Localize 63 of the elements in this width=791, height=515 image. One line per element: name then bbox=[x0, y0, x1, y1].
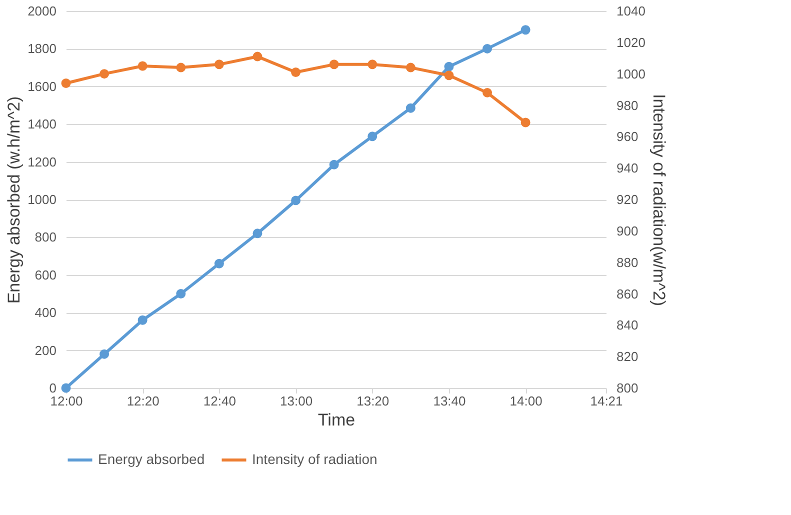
y-tick-label: 1800 bbox=[28, 41, 56, 56]
point bbox=[329, 60, 339, 70]
x-tick-label: 13:20 bbox=[356, 394, 390, 408]
point bbox=[61, 78, 71, 88]
y-tick-label: 1000 bbox=[28, 192, 56, 207]
point bbox=[214, 258, 224, 268]
point bbox=[444, 62, 454, 72]
legend-label: Intensity of radiation bbox=[252, 451, 378, 467]
y2-tick-label: 900 bbox=[616, 223, 638, 238]
point bbox=[368, 132, 378, 142]
point bbox=[214, 60, 224, 70]
y-tick-label: 2000 bbox=[28, 4, 56, 18]
y2-tick-label: 800 bbox=[616, 380, 638, 396]
x-tick-label: 13:00 bbox=[280, 394, 313, 408]
y2-tick-label: 820 bbox=[616, 349, 638, 364]
y2-tick-label: 1020 bbox=[616, 34, 646, 50]
point bbox=[444, 70, 454, 80]
point bbox=[329, 160, 339, 170]
point bbox=[291, 68, 301, 77]
y-tick-label: 600 bbox=[34, 267, 56, 282]
x-tick-label: 14:21 bbox=[590, 394, 623, 408]
point bbox=[176, 289, 186, 298]
point bbox=[61, 383, 71, 393]
y-axis-title: Energy absorbed (w.h/m^2) bbox=[4, 96, 24, 304]
point bbox=[406, 62, 416, 72]
y2-tick-label: 980 bbox=[616, 98, 638, 113]
point bbox=[100, 349, 110, 359]
point bbox=[138, 61, 148, 71]
y-tick-label: 1200 bbox=[28, 154, 56, 170]
x-tick-label: 14:00 bbox=[510, 394, 542, 408]
y2-tick-label: 1000 bbox=[616, 66, 646, 82]
point bbox=[176, 62, 186, 72]
point bbox=[520, 25, 530, 35]
y2-tick-label: 880 bbox=[616, 254, 638, 270]
y2-tick-label: 840 bbox=[616, 318, 638, 333]
point bbox=[520, 118, 530, 128]
y2-axis-title: Intensity of radiation(w/m^2) bbox=[649, 94, 668, 306]
point bbox=[100, 69, 110, 79]
y2-tick-label: 1040 bbox=[616, 4, 646, 18]
point bbox=[252, 228, 262, 238]
y2-tick-label: 960 bbox=[616, 129, 638, 144]
x-tick-label: 12:20 bbox=[126, 394, 160, 408]
point bbox=[482, 88, 492, 98]
x-tick-label: 13:40 bbox=[433, 394, 466, 408]
y-tick-label: 200 bbox=[34, 342, 56, 358]
y2-tick-label: 920 bbox=[616, 192, 638, 207]
y-tick-label: 800 bbox=[34, 230, 56, 245]
y-tick-label: 1400 bbox=[28, 116, 56, 132]
point bbox=[291, 196, 301, 206]
point bbox=[138, 315, 148, 325]
y2-tick-label: 860 bbox=[616, 286, 638, 302]
x-axis-title: Time bbox=[318, 410, 356, 430]
y-tick-label: 400 bbox=[34, 305, 56, 320]
x-tick-label: 12:00 bbox=[50, 394, 83, 408]
legend-label: Energy absorbed bbox=[98, 451, 205, 467]
y2-tick-label: 940 bbox=[616, 160, 638, 176]
point bbox=[368, 60, 378, 70]
y-tick-label: 0 bbox=[49, 380, 56, 396]
x-tick-label: 12:40 bbox=[203, 394, 236, 408]
point bbox=[482, 44, 492, 54]
y-tick-label: 1600 bbox=[28, 78, 56, 94]
point bbox=[252, 52, 262, 62]
point bbox=[406, 103, 416, 113]
